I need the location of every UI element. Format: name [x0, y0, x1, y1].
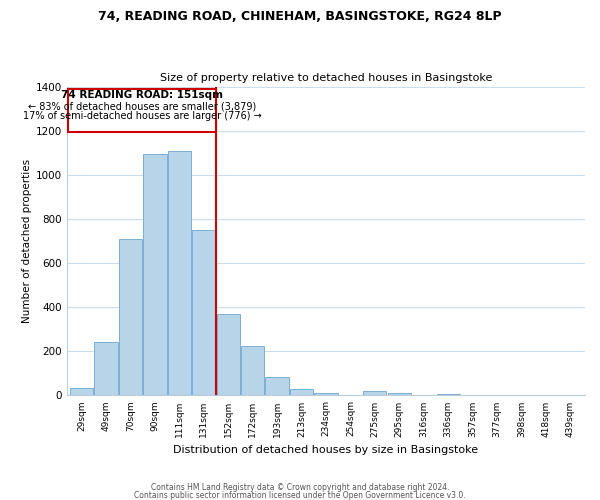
Bar	[70, 388, 93, 396]
Bar	[265, 376, 289, 396]
Text: ← 83% of detached houses are smaller (3,879): ← 83% of detached houses are smaller (3,…	[28, 102, 256, 112]
Text: Contains HM Land Registry data © Crown copyright and database right 2024.: Contains HM Land Registry data © Crown c…	[151, 484, 449, 492]
Bar	[168, 150, 191, 396]
FancyBboxPatch shape	[68, 89, 216, 132]
Bar	[217, 314, 240, 396]
Bar	[241, 346, 264, 396]
Text: 74, READING ROAD, CHINEHAM, BASINGSTOKE, RG24 8LP: 74, READING ROAD, CHINEHAM, BASINGSTOKE,…	[98, 10, 502, 23]
Bar	[388, 393, 411, 396]
Bar	[437, 394, 460, 396]
Bar	[143, 154, 167, 396]
Text: 17% of semi-detached houses are larger (776) →: 17% of semi-detached houses are larger (…	[23, 112, 262, 122]
X-axis label: Distribution of detached houses by size in Basingstoke: Distribution of detached houses by size …	[173, 445, 479, 455]
Bar	[290, 389, 313, 396]
Bar	[314, 393, 338, 396]
Bar	[192, 230, 215, 396]
Bar	[363, 391, 386, 396]
Y-axis label: Number of detached properties: Number of detached properties	[22, 159, 32, 323]
Text: 74 READING ROAD: 151sqm: 74 READING ROAD: 151sqm	[61, 90, 223, 101]
Title: Size of property relative to detached houses in Basingstoke: Size of property relative to detached ho…	[160, 73, 492, 83]
Bar	[119, 239, 142, 396]
Text: Contains public sector information licensed under the Open Government Licence v3: Contains public sector information licen…	[134, 490, 466, 500]
Bar	[94, 342, 118, 396]
